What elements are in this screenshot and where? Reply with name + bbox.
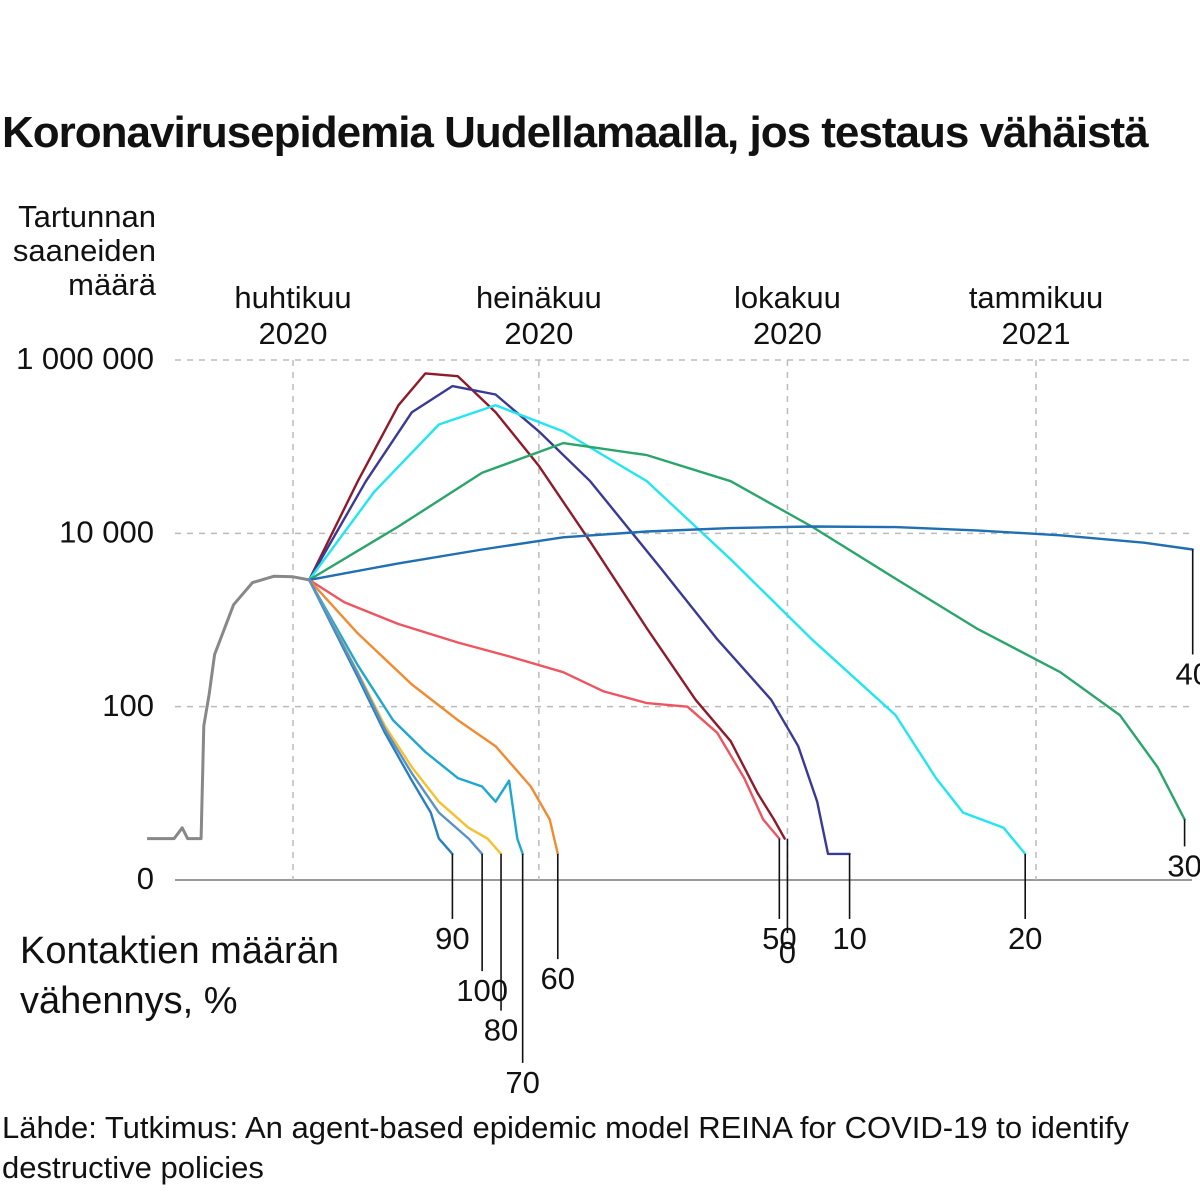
x-tick-label: lokakuu (734, 280, 841, 315)
chart-title: Koronavirusepidemia Uudellamaalla, jos t… (2, 108, 1149, 157)
series-line-100 (308, 578, 484, 856)
x-tick-label: tammikuu (969, 280, 1103, 315)
y-tick-label: 1 000 000 (16, 341, 154, 376)
series-line-70 (308, 578, 524, 856)
series-end-label-90: 90 (435, 921, 469, 956)
series-line-0 (308, 372, 786, 840)
series-lines (147, 372, 1194, 856)
series-end-label-70: 70 (505, 1065, 539, 1100)
series-end-label-80: 80 (484, 1013, 518, 1048)
series-end-label-0: 0 (779, 935, 796, 970)
y-tick-label: 0 (137, 861, 154, 896)
legend-title: Kontaktien määrän vähennys, % (20, 926, 339, 1026)
series-end-label-60: 60 (541, 961, 575, 996)
series-end-label-40: 40 (1175, 657, 1200, 692)
y-tick-label: 10 000 (59, 515, 154, 550)
series-end-label-100: 100 (456, 973, 508, 1008)
grid-lines (175, 359, 1192, 881)
x-tick-label: 2020 (504, 316, 573, 351)
series-line-40 (308, 525, 1194, 582)
x-tick-label: 2020 (753, 316, 822, 351)
series-line-60 (308, 578, 559, 856)
y-axis-title-line: Tartunnan (18, 199, 156, 234)
series-line-50 (308, 578, 781, 840)
y-tick-label: 100 (102, 688, 154, 723)
series-end-label-20: 20 (1008, 921, 1042, 956)
legend-title-line: vähennys, % (20, 980, 238, 1022)
history-line (147, 574, 310, 841)
x-tick-label: 2020 (259, 316, 328, 351)
series-line-10 (308, 384, 851, 856)
x-axis-ticks: huhtikuu2020heinäkuu2020lokakuu2020tammi… (234, 280, 1103, 351)
series-line-80 (308, 578, 503, 856)
y-axis-title: Tartunnan saaneiden määrä (0, 200, 156, 302)
series-line-90 (308, 578, 454, 856)
series-end-label-10: 10 (832, 921, 866, 956)
series-end-labels: 0 10 20 30 40 50 60 70 80 90 100 (435, 549, 1200, 1100)
y-axis-title-line: saaneiden (12, 233, 156, 268)
series-end-label-30: 30 (1167, 848, 1200, 883)
legend-title-line: Kontaktien määrän (20, 930, 339, 972)
x-tick-label: 2021 (1002, 316, 1071, 351)
y-axis-title-line: määrä (68, 267, 156, 302)
source-note: Lähde: Tutkimus: An agent-based epidemic… (2, 1110, 1129, 1185)
x-tick-label: heinäkuu (476, 280, 602, 315)
y-axis-ticks: 1 000 000 10 000 100 0 (16, 341, 154, 896)
series-line-20 (308, 404, 1027, 856)
series-end-label-50: 50 (762, 921, 796, 956)
x-tick-label: huhtikuu (234, 280, 351, 315)
